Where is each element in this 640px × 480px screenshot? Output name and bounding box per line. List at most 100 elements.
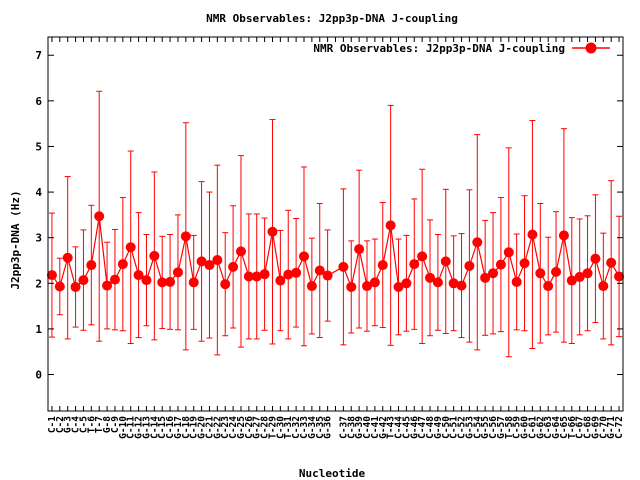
data-point <box>235 246 246 257</box>
data-point <box>157 277 168 288</box>
x-tick-label: G-57 <box>496 416 507 439</box>
data-point <box>574 271 585 282</box>
x-tick-label: C-15 <box>157 416 168 439</box>
data-point <box>448 278 459 289</box>
data-point <box>385 220 396 231</box>
x-tick-label: G-12 <box>134 416 145 439</box>
data-point <box>46 270 57 281</box>
data-point <box>251 271 262 282</box>
data-point <box>109 274 120 285</box>
data-point <box>54 281 65 292</box>
x-tick-label: C-21 <box>204 416 215 439</box>
x-tick-label: C-24 <box>228 416 239 439</box>
x-tick-label: G-8 <box>102 416 113 433</box>
data-point <box>196 256 207 267</box>
data-point <box>125 242 136 253</box>
data-point <box>220 279 231 290</box>
data-point <box>464 260 475 271</box>
y-tick-label: 6 <box>35 95 42 108</box>
x-tick-label: C-14 <box>149 416 160 439</box>
data-point <box>369 277 380 288</box>
x-tick-label: C-61 <box>527 416 538 439</box>
x-tick-label: G-3 <box>63 416 74 433</box>
data-point <box>70 281 81 292</box>
x-tick-label: C-30 <box>275 416 286 439</box>
x-tick-label: C-1 <box>47 416 58 433</box>
data-point <box>275 275 286 286</box>
x-tick-label: C-38 <box>346 416 357 439</box>
y-tick-label: 5 <box>35 140 42 153</box>
x-tick-label: C-28 <box>260 416 271 439</box>
x-tick-label: C-23 <box>220 416 231 439</box>
y-tick-label: 3 <box>35 232 42 245</box>
data-point <box>243 271 254 282</box>
x-tick-label: C-37 <box>338 416 349 439</box>
x-tick-label: G-64 <box>551 416 562 439</box>
data-point <box>432 277 443 288</box>
x-axis-ticks: C-1C-2G-3C-4C-5T-6T-7G-8C-9G-10C-11G-12G… <box>47 37 625 439</box>
x-tick-label: C-44 <box>394 416 405 439</box>
data-point <box>362 281 373 292</box>
data-point <box>62 252 73 263</box>
y-tick-label: 1 <box>35 323 42 336</box>
x-tick-label: C-45 <box>401 416 412 439</box>
x-tick-label: C-4 <box>71 416 82 433</box>
y-tick-label: 7 <box>35 49 42 62</box>
data-point <box>283 269 294 280</box>
x-tick-label: C-26 <box>244 416 255 439</box>
legend-marker <box>585 42 597 54</box>
x-tick-label: G-42 <box>378 416 389 439</box>
legend: NMR Observables: J2pp3p-DNA J-coupling <box>313 42 610 55</box>
data-point <box>598 281 609 292</box>
x-tick-label: C-72 <box>614 416 625 439</box>
data-point <box>503 247 514 258</box>
x-tick-label: C-18 <box>181 416 192 439</box>
data-point <box>495 259 506 270</box>
data-point <box>425 272 436 283</box>
data-point <box>306 281 317 292</box>
data-point <box>440 256 451 267</box>
x-tick-label: G-13 <box>141 416 152 439</box>
x-tick-label: C-11 <box>126 416 137 439</box>
x-tick-label: G-46 <box>409 416 420 439</box>
x-tick-label: C-65 <box>559 416 570 439</box>
x-tick-label: C-2 <box>55 416 66 433</box>
x-tick-label: T-7 <box>94 416 105 433</box>
data-point <box>172 267 183 278</box>
x-tick-label: G-53 <box>464 416 475 439</box>
data-point <box>94 211 105 222</box>
x-tick-label: C-48 <box>425 416 436 439</box>
data-point <box>165 276 176 287</box>
data-point <box>212 255 223 266</box>
x-tick-label: G-71 <box>606 416 617 439</box>
y-tick-label: 2 <box>35 277 42 290</box>
data-point <box>456 280 467 291</box>
data-point <box>338 261 349 272</box>
x-tick-label: G-62 <box>535 416 546 439</box>
data-point <box>180 231 191 242</box>
y-tick-label: 0 <box>35 369 42 382</box>
data-point <box>228 261 239 272</box>
y-tick-label: 4 <box>35 186 42 199</box>
data-point <box>346 281 357 292</box>
data-point <box>551 266 562 277</box>
data-point <box>480 272 491 283</box>
data-point <box>488 268 499 279</box>
x-tick-label: G-55 <box>480 416 491 439</box>
data-point <box>204 260 215 271</box>
data-point <box>291 267 302 278</box>
data-point <box>149 250 160 261</box>
data-point <box>582 268 593 279</box>
x-tick-label: G-36 <box>323 416 334 439</box>
x-tick-label: C-33 <box>299 416 310 439</box>
data-point <box>527 229 538 240</box>
x-tick-label: C-41 <box>370 416 381 439</box>
data-points <box>46 211 625 292</box>
data-point <box>566 275 577 286</box>
x-tick-label: G-17 <box>173 416 184 439</box>
x-tick-label: T-43 <box>386 416 397 439</box>
x-tick-label: T-58 <box>504 416 515 439</box>
data-point <box>141 275 152 286</box>
chart-title: NMR Observables: J2pp3p-DNA J-coupling <box>206 12 458 25</box>
x-tick-label: C-68 <box>583 416 594 439</box>
